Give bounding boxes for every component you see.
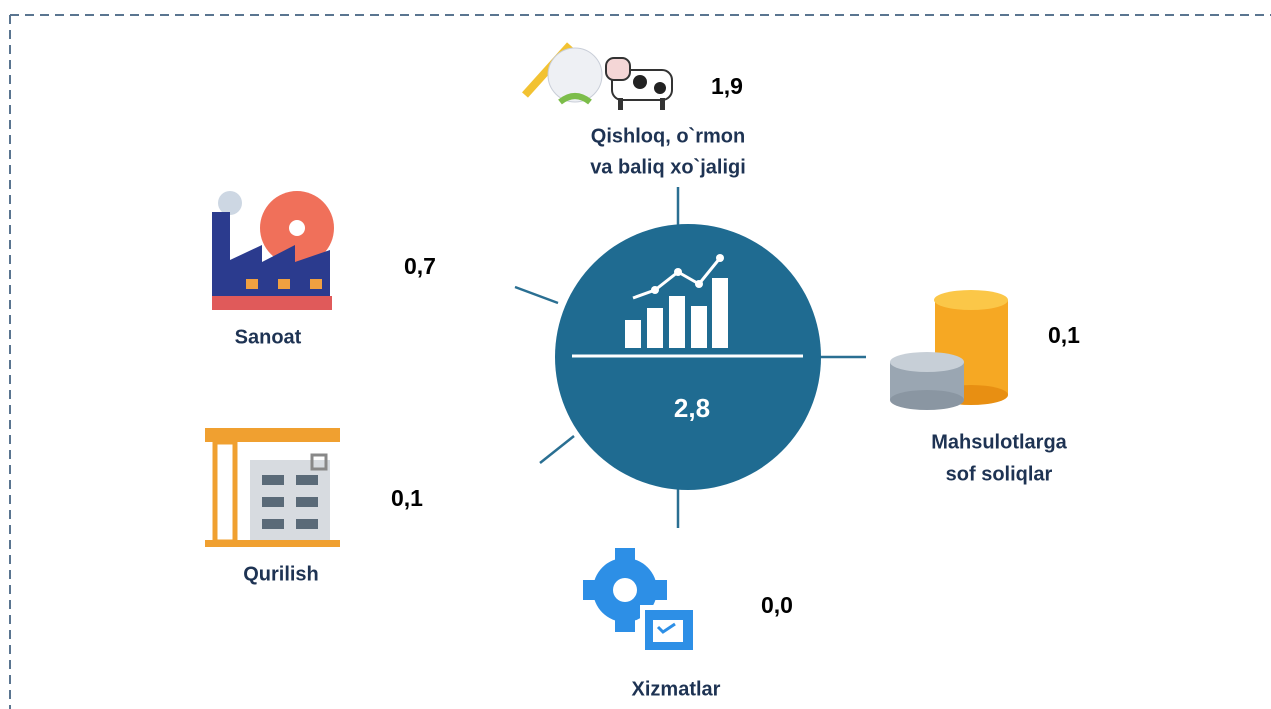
gear-icon <box>583 548 695 650</box>
node-value: 0,1 <box>391 485 423 511</box>
center-value: 2,8 <box>674 393 710 423</box>
node-label: va baliq xo`jaligi <box>590 156 746 178</box>
node-label: Qurilish <box>243 563 319 585</box>
node-label: Mahsulotlarga <box>931 431 1067 453</box>
spoke <box>540 436 574 463</box>
crane-icon <box>205 428 340 547</box>
node-value: 0,7 <box>404 253 436 279</box>
node-value: 0,1 <box>1048 322 1080 348</box>
spoke <box>515 287 558 303</box>
node-label: Qishloq, o`rmon <box>591 125 745 147</box>
coins-icon <box>890 290 1008 410</box>
agriculture-icon <box>525 45 672 110</box>
node-label: sof soliqlar <box>946 463 1053 485</box>
industry-icon <box>212 191 334 310</box>
node-value: 0,0 <box>761 592 793 618</box>
node-label: Xizmatlar <box>632 678 721 700</box>
infographic: 2,8 1,9 Qishloq, o`rmon va baliq xo`jali… <box>0 0 1271 709</box>
node-value: 1,9 <box>711 73 743 99</box>
node-label: Sanoat <box>235 326 302 348</box>
center: 2,8 <box>555 224 821 490</box>
